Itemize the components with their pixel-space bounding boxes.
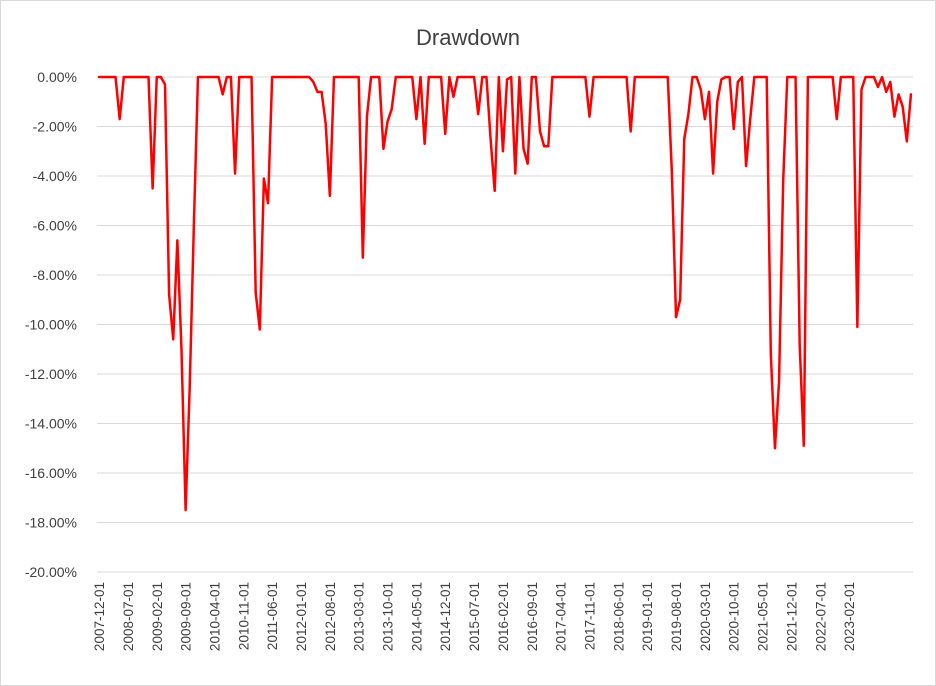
x-tick-label: 2019-01-01: [640, 582, 655, 651]
y-tick-label: -8.00%: [33, 267, 77, 283]
x-tick-label: 2013-03-01: [352, 582, 367, 651]
y-tick-label: -14.00%: [25, 416, 77, 432]
x-tick-label: 2020-03-01: [698, 582, 713, 651]
y-tick-label: -6.00%: [33, 218, 77, 234]
x-tick-label: 2009-09-01: [179, 582, 194, 651]
x-tick-label: 2009-02-01: [150, 582, 165, 651]
y-tick-label: -18.00%: [25, 515, 77, 531]
x-tick-label: 2014-05-01: [409, 582, 424, 651]
x-tick-label: 2012-01-01: [294, 582, 309, 651]
x-tick-label: 2016-09-01: [525, 582, 540, 651]
y-tick-label: 0.00%: [37, 69, 77, 85]
drawdown-series-line: [97, 75, 913, 512]
x-tick-label: 2021-12-01: [784, 582, 799, 651]
x-tick-label: 2021-05-01: [756, 582, 771, 651]
chart-title: Drawdown: [416, 25, 520, 50]
y-tick-label: -2.00%: [33, 119, 77, 135]
x-tick-label: 2020-10-01: [727, 582, 742, 651]
y-tick-label: -20.00%: [25, 564, 77, 580]
x-tick-label: 2016-02-01: [496, 582, 511, 651]
x-tick-label: 2013-10-01: [381, 582, 396, 651]
x-tick-label: 2007-12-01: [92, 582, 107, 651]
x-tick-label: 2010-11-01: [236, 582, 251, 650]
y-axis-tick-labels: 0.00% -2.00% -4.00% -6.00% -8.00% -10.00% -12.…: [25, 69, 77, 580]
x-axis-tick-labels: 2007-12-01 2008-07-01 2009-02-01 2009-09-01…: [92, 582, 857, 651]
y-tick-label: -10.00%: [25, 317, 77, 333]
x-tick-label: 2023-02-01: [842, 582, 857, 651]
x-tick-label: 2018-06-01: [611, 582, 626, 651]
x-tick-label: 2008-07-01: [121, 582, 136, 651]
x-tick-label: 2011-06-01: [265, 582, 280, 650]
x-tick-label: 2022-07-01: [813, 582, 828, 651]
x-tick-label: 2015-07-01: [467, 582, 482, 651]
y-tick-label: -4.00%: [33, 168, 77, 184]
y-tick-label: -12.00%: [25, 366, 77, 382]
x-tick-label: 2012-08-01: [323, 582, 338, 651]
y-tick-label: -16.00%: [25, 465, 77, 481]
x-tick-label: 2019-08-01: [669, 582, 684, 651]
series-lines: [97, 75, 913, 512]
x-tick-label: 2014-12-01: [438, 582, 453, 651]
x-tick-label: 2010-04-01: [207, 582, 222, 651]
x-tick-label: 2017-04-01: [554, 582, 569, 651]
x-tick-label: 2017-11-01: [582, 582, 597, 650]
gridlines: [97, 76, 913, 573]
